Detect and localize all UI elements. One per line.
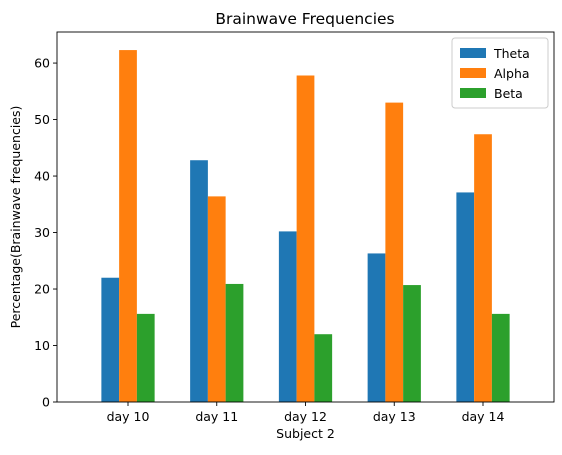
bar-alpha-4 <box>474 134 492 403</box>
bar-beta-2 <box>314 334 333 402</box>
x-tick-label: day 10 <box>107 409 150 424</box>
x-axis-label: Subject 2 <box>276 426 335 441</box>
x-tick-label: day 13 <box>373 409 416 424</box>
y-axis: 0 10 20 30 40 50 60 <box>34 56 57 410</box>
y-axis-label: Percentage(Brainwave frequencies) <box>8 106 23 329</box>
y-tick-label: 40 <box>34 169 50 184</box>
bar-beta-1 <box>225 283 244 402</box>
y-tick-label: 20 <box>34 282 50 297</box>
y-tick-label: 10 <box>34 338 50 353</box>
bar-theta-0 <box>101 277 120 402</box>
legend-swatch-beta <box>460 88 486 98</box>
y-tick-label: 30 <box>34 225 50 240</box>
legend: Theta Alpha Beta <box>451 37 549 109</box>
chart-title: Brainwave Frequencies <box>215 10 394 28</box>
x-tick-label: day 14 <box>462 409 505 424</box>
bar-alpha-3 <box>385 102 404 403</box>
legend-label-alpha: Alpha <box>494 66 530 81</box>
bars-group <box>101 50 510 403</box>
bar-theta-3 <box>367 253 386 402</box>
y-tick-label: 0 <box>42 395 50 410</box>
bar-theta-2 <box>278 231 297 402</box>
bar-alpha-2 <box>296 75 315 402</box>
bar-beta-0 <box>136 313 155 402</box>
bar-theta-1 <box>190 160 208 402</box>
x-tick-label: day 12 <box>284 409 327 424</box>
bar-beta-4 <box>491 313 510 402</box>
legend-label-theta: Theta <box>493 46 530 61</box>
bar-beta-3 <box>403 285 421 402</box>
legend-swatch-theta <box>460 48 486 58</box>
y-tick-label: 50 <box>34 112 50 127</box>
legend-label-beta: Beta <box>494 86 523 101</box>
bar-alpha-0 <box>119 50 137 402</box>
bar-alpha-1 <box>207 196 226 402</box>
y-tick-label: 60 <box>34 56 50 71</box>
x-tick-label: day 11 <box>195 409 238 424</box>
legend-swatch-alpha <box>460 68 486 78</box>
x-axis: day 10 day 11 day 12 day 13 day 14 <box>107 402 505 424</box>
bar-theta-4 <box>456 192 475 402</box>
